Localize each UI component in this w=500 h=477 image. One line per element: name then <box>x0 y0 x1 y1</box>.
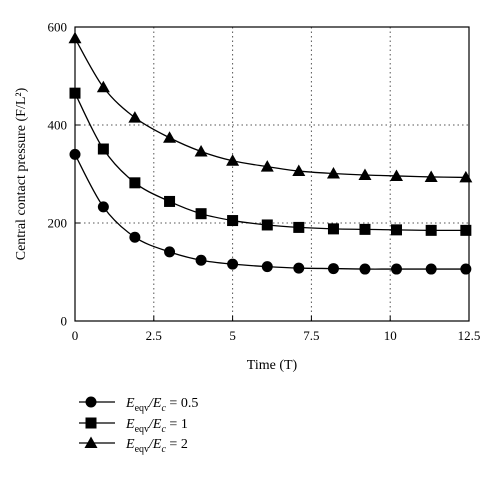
data-point-square <box>359 223 371 235</box>
data-point-square <box>261 219 273 231</box>
data-point-triangle <box>68 31 82 44</box>
legend-marker-triangle <box>84 436 98 448</box>
data-point-circle <box>69 148 81 160</box>
legend-label-part: c <box>161 424 166 435</box>
data-point-triangle <box>194 144 208 157</box>
data-point-square <box>69 87 81 99</box>
data-point-square <box>391 224 403 236</box>
data-point-triangle <box>163 131 177 143</box>
legend-label-part: c <box>161 444 166 455</box>
data-point-triangle <box>260 160 274 172</box>
legend-label-part: /E <box>148 396 162 411</box>
data-point-circle <box>129 231 141 243</box>
y-tick-label: 400 <box>48 118 68 133</box>
x-tick-label: 7.5 <box>303 328 319 343</box>
data-point-square <box>164 195 176 207</box>
legend-label: Eeqv/Ec = 2 <box>125 437 188 455</box>
data-point-circle <box>293 262 305 274</box>
x-tick-label: 12.5 <box>458 328 481 343</box>
legend-label-part: eqv <box>135 403 149 414</box>
data-point-triangle <box>96 80 110 93</box>
plot-frame <box>74 26 470 322</box>
data-point-circle <box>327 263 339 275</box>
y-axis-title: Central contact pressure (F/L²) <box>14 87 29 260</box>
data-point-square <box>129 177 141 189</box>
data-point-triangle <box>128 111 142 123</box>
data-point-circle <box>359 263 371 275</box>
x-axis-title: Time (T) <box>247 358 298 373</box>
data-point-square <box>327 223 339 235</box>
data-point-square <box>293 221 305 233</box>
data-point-circle <box>391 263 403 275</box>
data-point-circle <box>425 263 437 275</box>
data-point-square <box>460 224 472 236</box>
data-point-circle <box>227 258 239 270</box>
x-tick-label: 10 <box>384 328 397 343</box>
x-tick-label: 0 <box>72 328 79 343</box>
legend-label: Eeqv/Ec = 0.5 <box>125 396 198 414</box>
data-point-square <box>97 143 109 155</box>
data-point-square <box>227 215 239 227</box>
data-point-square <box>195 208 207 220</box>
grid <box>75 27 469 321</box>
data-point-triangle <box>292 164 306 177</box>
data-point-triangle <box>226 154 240 166</box>
data-point-triangle <box>390 169 404 181</box>
data-point-triangle <box>326 167 340 179</box>
legend-label-part: E <box>125 437 135 452</box>
legend-label-part: eqv <box>135 424 149 435</box>
legend-label-part: E <box>125 396 135 411</box>
legend-marker-circle <box>85 396 97 408</box>
data-point-circle <box>460 263 472 275</box>
y-tick-label: 200 <box>48 216 68 231</box>
x-tick-label: 2.5 <box>146 328 162 343</box>
legend-label-part: /E <box>148 417 162 432</box>
data-point-circle <box>195 254 207 266</box>
data-point-triangle <box>358 168 372 180</box>
y-tick-label: 0 <box>61 314 68 329</box>
legend-label-part: = 2 <box>166 437 188 452</box>
legend-label-part: c <box>161 403 166 414</box>
series-markers <box>68 31 473 275</box>
series-line-3 <box>74 37 466 179</box>
data-point-triangle <box>424 170 438 182</box>
data-point-circle <box>97 201 109 213</box>
legend-label-part: = 1 <box>166 417 188 432</box>
legend-marker-square <box>85 417 97 429</box>
y-tick-label: 600 <box>48 20 68 35</box>
data-point-circle <box>164 246 176 258</box>
data-point-circle <box>261 261 273 273</box>
legend-label-part: E <box>125 417 135 432</box>
legend-label-part: eqv <box>135 444 149 455</box>
legend-label-part: = 0.5 <box>166 396 198 411</box>
legend-label-part: /E <box>148 437 162 452</box>
data-point-square <box>425 224 437 236</box>
axis-ticks: 0 2.5 5 7.5 10 12.5 0 200 400 600 <box>48 20 481 344</box>
x-tick-label: 5 <box>229 328 236 343</box>
legend-label: Eeqv/Ec = 1 <box>125 417 188 435</box>
data-point-triangle <box>459 170 473 183</box>
